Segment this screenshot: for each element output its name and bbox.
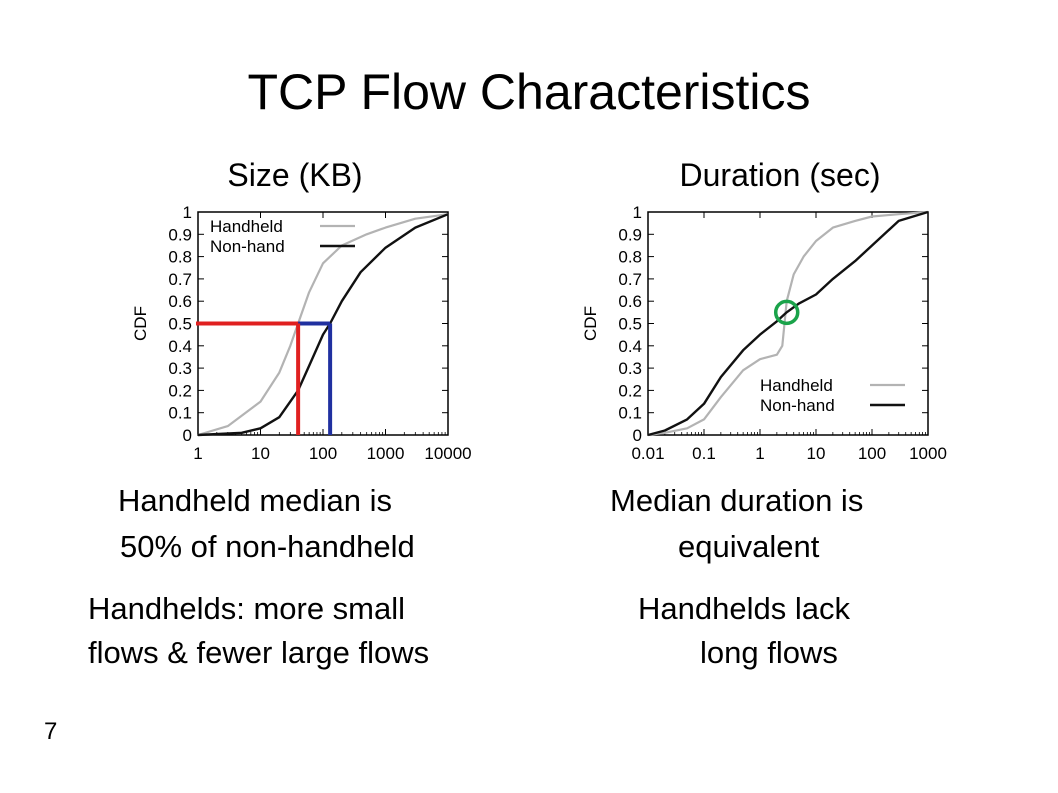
size-caption-line1: Handheld median is [118, 483, 393, 518]
x-tick-label: 1000 [909, 444, 947, 463]
y-tick-label: 0.6 [168, 292, 192, 311]
x-tick-label: 1000 [367, 444, 405, 463]
duration-subtitle: Duration (sec) [679, 157, 881, 193]
y-tick-label: 0 [183, 426, 192, 445]
y-tick-label: 1 [633, 203, 642, 222]
y-tick-label: 0.8 [618, 248, 642, 267]
legend-label: Handheld [760, 376, 833, 395]
duration-cdf-chart: 0 0.1 0.2 0.3 0.4 0.5 0.6 0.7 0.8 0.9 1 0.01 0.1 1 10 1… [570, 190, 960, 475]
size-subtitle: Size (KB) [227, 157, 363, 193]
x-tick-label: 100 [309, 444, 337, 463]
series-line-handheld [197, 213, 449, 437]
y-tick-label: 0.7 [168, 270, 192, 289]
duration-caption-line4: long flows [700, 635, 838, 670]
duration-caption-line1: Median duration is [610, 483, 864, 518]
y-tick-label: 0.4 [168, 337, 192, 356]
y-tick-label: 0.4 [618, 337, 642, 356]
x-tick-label: 0.1 [692, 444, 716, 463]
size-caption-line4: flows & fewer large flows [88, 635, 430, 670]
y-tick-label: 0.9 [168, 225, 192, 244]
duration-cdf-svg: 0 0.1 0.2 0.3 0.4 0.5 0.6 0.7 0.8 0.9 1 0.01 0.1 1 10 1… [581, 203, 947, 463]
y-tick-label: 0 [633, 426, 642, 445]
series-line-non-hand [197, 213, 449, 437]
y-tick-label: 0.3 [618, 359, 642, 378]
y-tick-label: 0.2 [168, 381, 192, 400]
y-tick-label: 0.1 [618, 404, 642, 423]
y-tick-label: 0.5 [168, 315, 192, 334]
x-tick-label: 10000 [424, 444, 471, 463]
size-cdf-chart: 0 0.1 0.2 0.3 0.4 0.5 0.6 0.7 0.8 0.9 1 1 10 100 1000 1… [90, 190, 480, 475]
x-tick-label: 10 [251, 444, 270, 463]
y-tick-label: 1 [183, 203, 192, 222]
y-axis-label: CDF [581, 306, 600, 341]
legend-label: Handheld [210, 217, 283, 236]
duration-caption-line3: Handhelds lack [638, 591, 850, 626]
y-tick-label: 0.1 [168, 404, 192, 423]
y-tick-label: 0.5 [618, 315, 642, 334]
size-cdf-svg: 0 0.1 0.2 0.3 0.4 0.5 0.6 0.7 0.8 0.9 1 1 10 100 1000 1… [131, 203, 472, 463]
y-tick-label: 0.8 [168, 248, 192, 267]
y-axis-label: CDF [131, 306, 150, 341]
x-tick-label: 10 [807, 444, 826, 463]
slide-title: TCP Flow Characteristics [247, 64, 811, 120]
size-caption-line2: 50% of non-handheld [120, 529, 415, 564]
x-tick-label: 1 [193, 444, 202, 463]
y-tick-label: 0.7 [618, 270, 642, 289]
page-number: 7 [44, 718, 58, 745]
y-tick-label: 0.3 [168, 359, 192, 378]
median-crossing-circle [773, 299, 800, 326]
x-tick-label: 0.01 [631, 444, 664, 463]
x-tick-label: 1 [755, 444, 764, 463]
duration-caption-line2: equivalent [678, 529, 820, 564]
legend-label: Non-hand [760, 396, 835, 415]
x-tick-label: 100 [858, 444, 886, 463]
y-tick-label: 0.6 [618, 292, 642, 311]
y-tick-label: 0.2 [618, 381, 642, 400]
y-tick-label: 0.9 [618, 225, 642, 244]
size-caption-line3: Handhelds: more small [88, 591, 406, 626]
legend-label: Non-hand [210, 237, 285, 256]
series-line-non-hand [647, 210, 929, 437]
